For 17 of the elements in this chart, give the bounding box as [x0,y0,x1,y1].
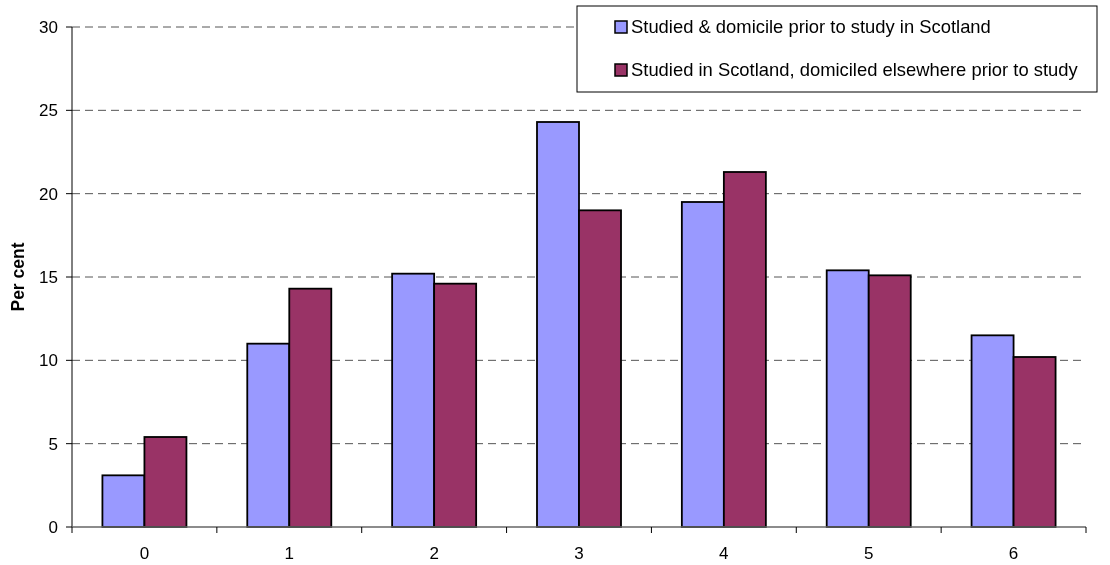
y-tick-label: 25 [39,101,58,121]
legend-label: Studied & domicile prior to study in Scotland [631,16,991,38]
y-tick-label: 20 [39,184,58,204]
y-tick-label: 0 [48,517,58,537]
x-tick-label: 5 [863,543,874,563]
y-tick-label: 10 [39,351,58,371]
x-tick-label: 6 [1008,543,1019,563]
x-tick-label: 2 [429,543,439,563]
x-tick-label: 3 [574,543,584,563]
y-axis-title: Per cent [8,242,29,312]
x-tick-label: 0 [139,543,150,563]
y-tick-label: 30 [39,17,58,37]
y-tick-label: 5 [48,434,58,454]
y-tick-label: 15 [39,267,58,287]
x-tick-label: 4 [719,543,729,563]
legend-label: Studied in Scotland, domiciled elsewhere prior to study [631,59,1079,81]
x-tick-label: 1 [284,543,295,563]
